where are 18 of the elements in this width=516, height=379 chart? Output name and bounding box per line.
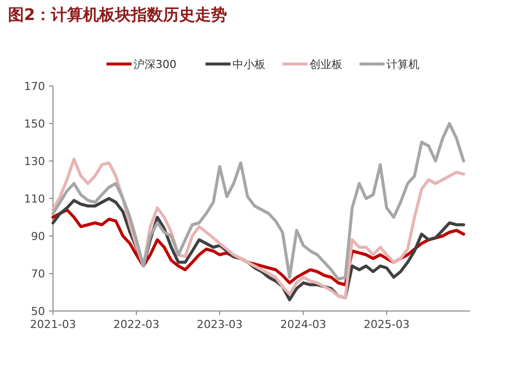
line-series	[52, 122, 466, 281]
x-tick-label: 2021-03	[30, 318, 76, 331]
x-tick-label: 2022-03	[113, 318, 160, 331]
x-tick-label: 2025-03	[364, 318, 410, 331]
y-tick-label: 150	[24, 118, 45, 130]
y-tick-label: 70	[31, 268, 45, 280]
y-tick-label: 170	[24, 80, 45, 93]
y-tick-label: 90	[31, 230, 45, 243]
legend-label: 中小板	[232, 58, 266, 71]
legend-label: 计算机	[386, 58, 420, 71]
x-tick-label: 2023-03	[196, 318, 243, 331]
legend-label: 创业板	[310, 58, 342, 71]
y-tick-label: 130	[24, 155, 45, 168]
y-tick-label: 50	[31, 305, 45, 318]
legend-label: 沪深300	[134, 58, 176, 71]
chart-title: 图2：计算机板块指数历史走势	[8, 5, 228, 24]
x-tick-label: 2024-03	[280, 318, 326, 331]
y-tick-label: 110	[24, 192, 45, 206]
